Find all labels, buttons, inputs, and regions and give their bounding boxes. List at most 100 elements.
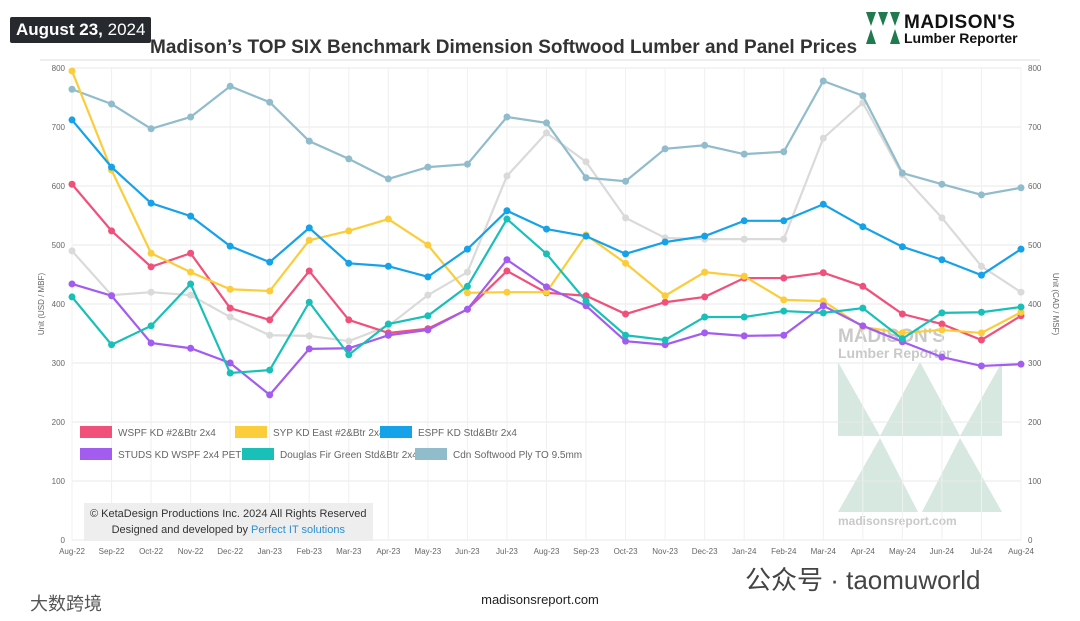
- y2-tick-label: 700: [1028, 123, 1042, 132]
- data-point: [503, 288, 511, 296]
- data-point: [345, 227, 353, 235]
- data-point: [305, 332, 313, 340]
- data-point: [68, 247, 76, 255]
- data-point: [977, 329, 985, 337]
- data-point: [266, 316, 274, 324]
- data-point: [187, 113, 195, 121]
- brand-watermark: 大数跨境: [30, 594, 102, 614]
- data-point: [938, 256, 946, 264]
- x-tick-label: Feb-24: [771, 547, 797, 556]
- data-point: [701, 141, 709, 149]
- data-point: [622, 310, 630, 318]
- perfect-it-link[interactable]: Perfect IT solutions: [251, 524, 345, 536]
- data-point: [345, 259, 353, 267]
- y-tick-label: 800: [52, 64, 66, 73]
- data-point: [543, 225, 550, 233]
- y-tick-label: 400: [52, 300, 66, 309]
- x-tick-label: Jun-23: [455, 547, 480, 556]
- data-point: [859, 322, 867, 330]
- data-point: [463, 268, 471, 276]
- y2-tick-label: 200: [1028, 418, 1042, 427]
- x-tick-label: Apr-24: [851, 547, 876, 556]
- logo: MADISON'S Lumber Reporter: [866, 12, 1071, 46]
- legend-label: ESPF KD Std&Btr 2x4: [418, 428, 517, 439]
- x-tick-label: Jul-24: [971, 547, 993, 556]
- data-point: [187, 268, 195, 276]
- x-tick-label: Dec-22: [217, 547, 243, 556]
- x-tick-label: Jun-24: [930, 547, 955, 556]
- data-point: [147, 322, 155, 330]
- data-point: [740, 272, 748, 280]
- data-point: [819, 302, 827, 310]
- data-point: [266, 391, 274, 399]
- y2-tick-label: 400: [1028, 300, 1042, 309]
- data-point: [424, 326, 432, 334]
- data-point: [68, 85, 76, 93]
- data-point: [384, 320, 392, 328]
- watermark-triangle: [922, 438, 1002, 512]
- x-tick-label: Oct-22: [139, 547, 164, 556]
- data-point: [701, 329, 709, 337]
- legend-swatch: [242, 448, 274, 460]
- x-tick-label: Sep-22: [99, 547, 125, 556]
- y-tick-label: 300: [52, 359, 66, 368]
- data-point: [740, 313, 748, 321]
- data-point: [701, 293, 709, 301]
- data-point: [147, 249, 155, 257]
- data-point: [503, 172, 511, 180]
- data-point: [226, 285, 234, 293]
- data-point: [384, 262, 392, 270]
- data-point: [345, 351, 353, 359]
- legend-label: STUDS KD WSPF 2x4 PET: [118, 450, 241, 461]
- data-point: [701, 268, 709, 276]
- y-tick-label: 100: [52, 477, 66, 486]
- data-point: [898, 335, 906, 343]
- data-point: [1017, 303, 1025, 311]
- x-tick-label: Aug-23: [534, 547, 560, 556]
- x-tick-label: Nov-22: [178, 547, 204, 556]
- data-point: [740, 150, 748, 158]
- data-point: [977, 362, 985, 370]
- data-point: [424, 312, 432, 320]
- data-point: [305, 224, 313, 232]
- x-tick-label: Jan-24: [732, 547, 757, 556]
- data-point: [226, 369, 234, 377]
- data-point: [938, 309, 946, 317]
- data-point: [859, 92, 867, 100]
- data-point: [345, 344, 353, 352]
- data-point: [503, 215, 511, 223]
- data-point: [622, 214, 630, 222]
- data-point: [582, 158, 590, 166]
- data-point: [147, 288, 155, 296]
- x-tick-label: May-24: [889, 547, 916, 556]
- data-point: [622, 337, 630, 345]
- data-point: [305, 267, 313, 275]
- watermark-triangle: [838, 438, 918, 512]
- x-tick-label: Aug-24: [1008, 547, 1034, 556]
- data-point: [68, 116, 76, 124]
- data-point: [859, 304, 867, 312]
- data-point: [424, 163, 432, 171]
- y2-tick-label: 600: [1028, 182, 1042, 191]
- x-tick-label: Jan-23: [257, 547, 282, 556]
- data-point: [780, 296, 788, 304]
- footer-site: madisonsreport.com: [481, 592, 599, 607]
- data-point: [780, 274, 788, 282]
- data-point: [187, 249, 195, 257]
- data-point: [740, 217, 748, 225]
- data-point: [543, 283, 550, 291]
- data-point: [780, 331, 788, 339]
- data-point: [898, 243, 906, 251]
- data-point: [226, 304, 234, 312]
- x-tick-label: Mar-23: [336, 547, 362, 556]
- data-point: [1017, 288, 1025, 296]
- data-point: [345, 155, 353, 163]
- data-point: [68, 180, 76, 188]
- x-tick-label: Nov-23: [652, 547, 678, 556]
- data-point: [266, 98, 274, 106]
- data-point: [819, 200, 827, 208]
- data-point: [780, 235, 788, 243]
- data-point: [898, 329, 906, 337]
- data-point: [977, 336, 985, 344]
- x-tick-label: Jul-23: [496, 547, 518, 556]
